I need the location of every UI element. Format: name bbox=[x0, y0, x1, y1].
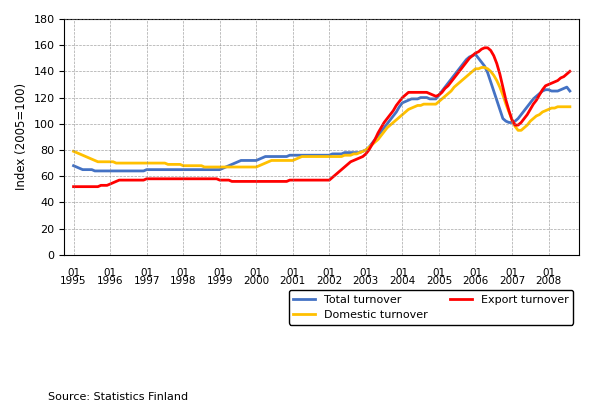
Text: 01: 01 bbox=[396, 268, 409, 278]
Total turnover bbox=[70, 163, 77, 168]
Text: 01: 01 bbox=[249, 268, 263, 278]
Domestic turnover bbox=[146, 161, 153, 166]
Text: 01: 01 bbox=[505, 268, 519, 278]
Text: 01: 01 bbox=[286, 268, 299, 278]
Text: 01: 01 bbox=[176, 268, 189, 278]
Domestic turnover bbox=[435, 99, 443, 104]
Text: 1999: 1999 bbox=[207, 276, 233, 286]
Text: 2005: 2005 bbox=[426, 276, 452, 286]
Domestic turnover bbox=[566, 104, 573, 109]
Export turnover bbox=[271, 179, 278, 184]
Text: 01: 01 bbox=[542, 268, 555, 278]
Text: 1995: 1995 bbox=[60, 276, 87, 286]
Total turnover bbox=[457, 65, 464, 70]
Domestic turnover bbox=[457, 79, 464, 84]
Total turnover bbox=[472, 52, 479, 57]
Domestic turnover bbox=[548, 106, 555, 111]
Export turnover bbox=[308, 178, 315, 183]
Text: 2001: 2001 bbox=[280, 276, 306, 286]
Domestic turnover bbox=[478, 65, 485, 70]
Text: 1997: 1997 bbox=[134, 276, 160, 286]
Text: 2002: 2002 bbox=[316, 276, 342, 286]
Total turnover bbox=[91, 168, 99, 173]
Line: Total turnover: Total turnover bbox=[74, 54, 570, 171]
Text: Source: Statistics Finland: Source: Statistics Finland bbox=[48, 392, 188, 402]
Total turnover bbox=[566, 88, 573, 93]
Text: 2003: 2003 bbox=[353, 276, 379, 286]
Text: 2006: 2006 bbox=[462, 276, 489, 286]
Domestic turnover bbox=[311, 154, 318, 159]
Export turnover bbox=[566, 69, 573, 74]
Legend: Total turnover, Domestic turnover, Export turnover: Total turnover, Domestic turnover, Expor… bbox=[289, 290, 573, 325]
Domestic turnover bbox=[70, 149, 77, 154]
Export turnover bbox=[70, 184, 77, 189]
Domestic turnover bbox=[201, 165, 208, 170]
Text: 01: 01 bbox=[103, 268, 116, 278]
Export turnover bbox=[432, 94, 440, 99]
Total turnover bbox=[149, 167, 156, 172]
Text: 1998: 1998 bbox=[170, 276, 197, 286]
Text: 01: 01 bbox=[432, 268, 446, 278]
Text: 01: 01 bbox=[359, 268, 372, 278]
Y-axis label: Index (2005=100): Index (2005=100) bbox=[15, 83, 28, 191]
Export turnover bbox=[545, 82, 552, 87]
Text: 01: 01 bbox=[469, 268, 482, 278]
Text: 01: 01 bbox=[213, 268, 226, 278]
Export turnover bbox=[454, 71, 461, 76]
Text: 2004: 2004 bbox=[389, 276, 416, 286]
Line: Export turnover: Export turnover bbox=[74, 48, 570, 187]
Total turnover bbox=[435, 93, 443, 98]
Line: Domestic turnover: Domestic turnover bbox=[74, 68, 570, 167]
Text: 01: 01 bbox=[67, 268, 80, 278]
Text: 1996: 1996 bbox=[97, 276, 124, 286]
Domestic turnover bbox=[274, 158, 281, 163]
Text: 01: 01 bbox=[140, 268, 153, 278]
Total turnover bbox=[311, 153, 318, 158]
Export turnover bbox=[481, 45, 488, 50]
Export turnover bbox=[146, 176, 153, 181]
Text: 01: 01 bbox=[323, 268, 336, 278]
Total turnover bbox=[274, 154, 281, 159]
Total turnover bbox=[548, 88, 555, 93]
Text: 2007: 2007 bbox=[499, 276, 525, 286]
Text: 2008: 2008 bbox=[535, 276, 562, 286]
Text: 2000: 2000 bbox=[243, 276, 269, 286]
